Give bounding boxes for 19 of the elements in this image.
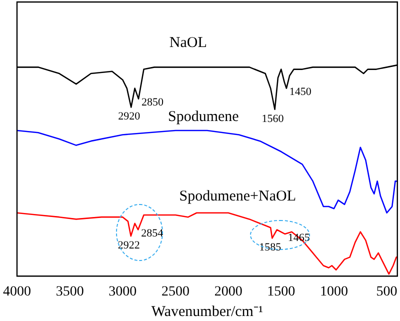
- x-tick-label: 500: [376, 284, 398, 300]
- annotation: 1560: [262, 112, 284, 125]
- x-tick-label: 3500: [56, 284, 84, 300]
- x-tick-label: 4000: [3, 284, 31, 300]
- x-tick-label: 1000: [320, 284, 348, 300]
- annotation: 2854: [141, 228, 164, 240]
- series-label: Spodumene+NaOL: [179, 188, 296, 205]
- annotation: 1450: [289, 86, 312, 98]
- x-tick-label: 2500: [161, 284, 190, 300]
- series-label: Spodumene: [168, 109, 240, 126]
- annotation: 2922: [118, 239, 140, 252]
- x-axis-title: Wavenumber/cm⁻¹: [151, 304, 263, 320]
- x-tick-label: 3000: [108, 284, 137, 300]
- annotation: 2920: [118, 110, 141, 123]
- annotation: 1585: [259, 242, 282, 254]
- x-tick-label: 2000: [214, 284, 242, 300]
- x-tick-label: 1500: [267, 284, 296, 300]
- annotation: 2850: [142, 96, 164, 109]
- series-label: NaOL: [169, 35, 207, 52]
